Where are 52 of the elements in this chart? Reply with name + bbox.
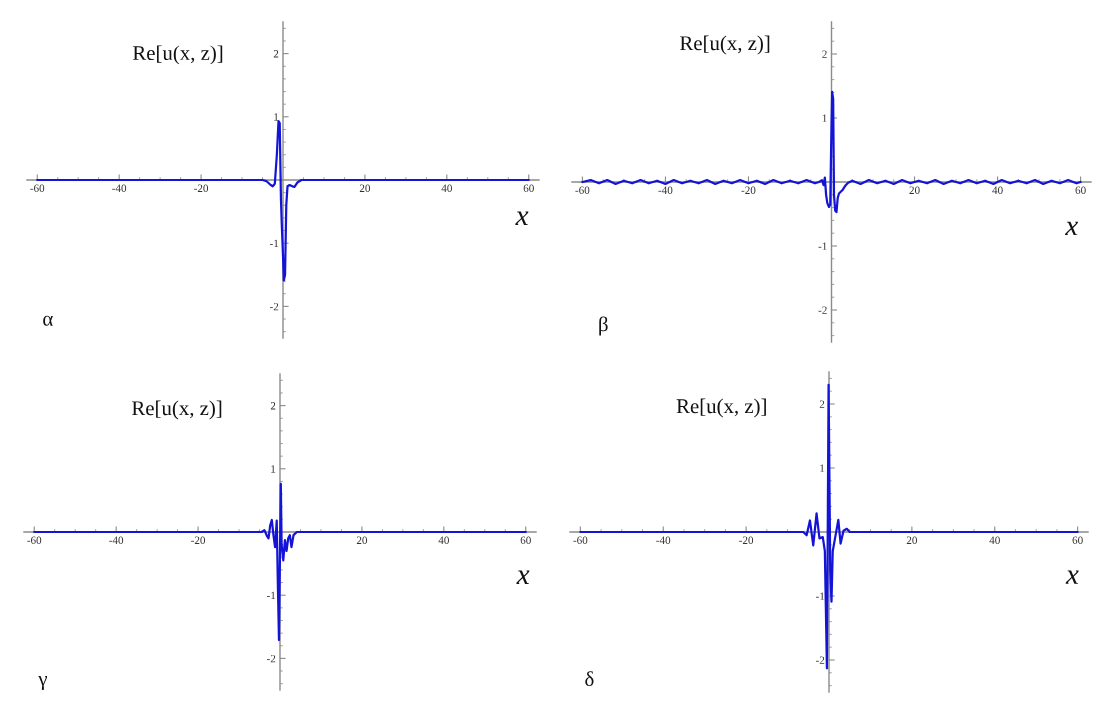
x-tick-label: -60 bbox=[573, 536, 588, 544]
x-tick-label: 60 bbox=[1075, 186, 1086, 194]
x-tick-label: 40 bbox=[441, 184, 452, 192]
y-axis-title: Re[u(x, z)] bbox=[132, 45, 223, 65]
y-tick-label: -1 bbox=[266, 591, 276, 600]
y-axis-title: Re[u(x, z)] bbox=[131, 400, 222, 420]
y-axis-title: Re[u(x, z)] bbox=[680, 35, 770, 55]
x-tick-label: -40 bbox=[656, 536, 671, 544]
x-tick-label: -40 bbox=[112, 184, 127, 192]
annotation: δ bbox=[585, 671, 594, 687]
y-tick-label: 2 bbox=[273, 50, 279, 58]
x-tick-label: 20 bbox=[356, 536, 368, 544]
y-tick-label: 2 bbox=[270, 402, 276, 410]
y-tick-label: 2 bbox=[822, 50, 827, 58]
x-tick-label: 40 bbox=[438, 536, 449, 544]
x-tick-label: 40 bbox=[992, 186, 1003, 194]
x-tick-label: -20 bbox=[191, 536, 206, 544]
x-tick-label: -20 bbox=[194, 184, 209, 192]
x-tick-label: 60 bbox=[1072, 536, 1083, 544]
y-tick-label: 2 bbox=[819, 400, 825, 408]
x-tick-label: -20 bbox=[739, 536, 754, 544]
x-axis-title: x bbox=[515, 211, 529, 225]
y-tick-label: -2 bbox=[269, 302, 279, 311]
annotation: γ bbox=[38, 675, 48, 690]
x-tick-label: -40 bbox=[658, 186, 673, 194]
y-tick-label: -2 bbox=[266, 654, 276, 663]
x-tick-label: -60 bbox=[575, 186, 590, 194]
annotation: β bbox=[599, 316, 608, 336]
y-tick-label: 1 bbox=[822, 114, 827, 122]
x-tick-label: -60 bbox=[27, 536, 42, 544]
x-tick-label: 60 bbox=[520, 536, 531, 544]
y-axis-title: Re[u(x, z)] bbox=[676, 398, 766, 418]
x-axis-title: x bbox=[1064, 221, 1079, 236]
y-tick-label: 1 bbox=[271, 465, 276, 473]
x-tick-label: -40 bbox=[109, 536, 124, 544]
x-tick-label: 20 bbox=[909, 186, 920, 194]
y-tick-label: -1 bbox=[815, 592, 825, 600]
x-axis-title: x bbox=[516, 570, 530, 584]
y-tick-label: 1 bbox=[274, 113, 279, 121]
x-tick-label: -60 bbox=[30, 184, 45, 192]
x-axis-title: x bbox=[1065, 570, 1079, 584]
x-tick-label: 60 bbox=[523, 184, 534, 192]
y-tick-label: -1 bbox=[818, 242, 827, 250]
x-tick-label: 40 bbox=[989, 536, 1000, 544]
y-tick-label: 1 bbox=[820, 464, 825, 472]
y-tick-label: -1 bbox=[269, 239, 279, 248]
x-tick-label: -20 bbox=[741, 186, 756, 194]
y-tick-label: -2 bbox=[818, 306, 827, 314]
y-tick-label: -2 bbox=[815, 656, 825, 664]
x-tick-label: 20 bbox=[906, 536, 918, 544]
annotation: α bbox=[43, 315, 53, 326]
x-tick-label: 20 bbox=[359, 184, 371, 192]
